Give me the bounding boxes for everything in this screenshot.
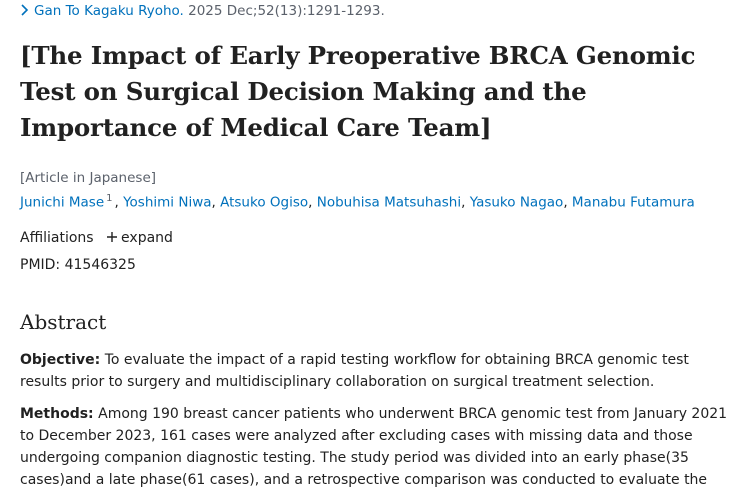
abstract-heading: Abstract bbox=[20, 310, 107, 334]
language-note: [Article in Japanese] bbox=[20, 170, 157, 186]
expand-toggle[interactable]: expand bbox=[106, 230, 173, 246]
author-separator: , bbox=[461, 194, 466, 211]
abstract-section-label: Objective: bbox=[20, 352, 101, 368]
abstract-paragraph: Methods: Among 190 breast cancer patient… bbox=[20, 403, 732, 491]
author-separator: , bbox=[211, 194, 216, 211]
author-separator: , bbox=[114, 194, 119, 211]
pmid-value: 41546325 bbox=[64, 257, 136, 273]
author-list: Junichi Mase 1, Yoshimi Niwa, Atsuko Ogis… bbox=[20, 193, 740, 211]
author-link[interactable]: Manabu Futamura bbox=[571, 194, 695, 211]
author-link[interactable]: Yasuko Nagao bbox=[469, 194, 564, 211]
abstract-section-text: Among 190 breast cancer patients who und… bbox=[20, 406, 728, 488]
author-link[interactable]: Nobuhisa Matsuhashi bbox=[316, 194, 462, 211]
author-separator: , bbox=[563, 194, 568, 211]
author-separator: , bbox=[308, 194, 313, 211]
affiliation-ref[interactable]: 1 bbox=[106, 193, 113, 204]
abstract-body: Objective: To evaluate the impact of a r… bbox=[20, 349, 732, 501]
citation: Gan To Kagaku Ryoho. 2025 Dec;52(13):129… bbox=[20, 3, 385, 19]
article-title: [The Impact of Early Preoperative BRCA G… bbox=[20, 41, 696, 142]
expand-text[interactable]: expand bbox=[121, 230, 173, 246]
citation-details: 2025 Dec;52(13):1291-1293. bbox=[188, 3, 385, 19]
author-link[interactable]: Junichi Mase bbox=[20, 194, 105, 211]
pmid: PMID: 41546325 bbox=[20, 257, 136, 273]
abstract-section-label: Methods: bbox=[20, 406, 94, 422]
plus-icon bbox=[107, 232, 118, 242]
chevron-icon bbox=[21, 4, 29, 16]
abstract-section-text: To evaluate the impact of a rapid testin… bbox=[20, 352, 689, 390]
pmid-label: PMID: bbox=[20, 257, 61, 273]
author-link[interactable]: Yoshimi Niwa bbox=[123, 194, 212, 211]
affiliations-label: Affiliations bbox=[20, 230, 94, 246]
journal-link[interactable]: Gan To Kagaku Ryoho. bbox=[34, 3, 184, 19]
author-link[interactable]: Atsuko Ogiso bbox=[220, 194, 309, 211]
affiliations: Affiliations expand bbox=[20, 230, 173, 246]
abstract-paragraph: Objective: To evaluate the impact of a r… bbox=[20, 349, 732, 393]
